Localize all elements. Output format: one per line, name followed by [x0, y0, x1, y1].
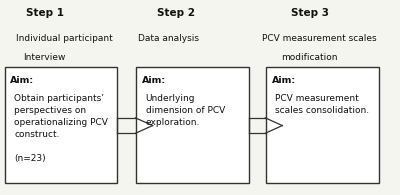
Text: Interview: Interview: [23, 53, 66, 62]
Bar: [136, 66, 249, 183]
Text: Individual participant: Individual participant: [16, 34, 113, 43]
Text: Aim:: Aim:: [272, 76, 296, 85]
Text: Underlying
dimension of PCV
exploration.: Underlying dimension of PCV exploration.: [146, 94, 225, 127]
Text: Aim:: Aim:: [10, 76, 34, 85]
Bar: [4, 66, 117, 183]
Text: Data analysis: Data analysis: [138, 34, 199, 43]
Text: Step 1: Step 1: [26, 8, 64, 19]
Text: Step 3: Step 3: [291, 8, 329, 19]
Text: Aim:: Aim:: [142, 76, 166, 85]
Text: PCV measurement scales: PCV measurement scales: [262, 34, 377, 43]
Text: modification: modification: [282, 53, 338, 62]
Bar: [266, 66, 378, 183]
Text: PCV measurement
scales consolidation.: PCV measurement scales consolidation.: [276, 94, 370, 115]
Text: Obtain participants’
perspectives on
operationalizing PCV
construct.

(n=23): Obtain participants’ perspectives on ope…: [14, 94, 108, 163]
Text: Step 2: Step 2: [157, 8, 195, 19]
